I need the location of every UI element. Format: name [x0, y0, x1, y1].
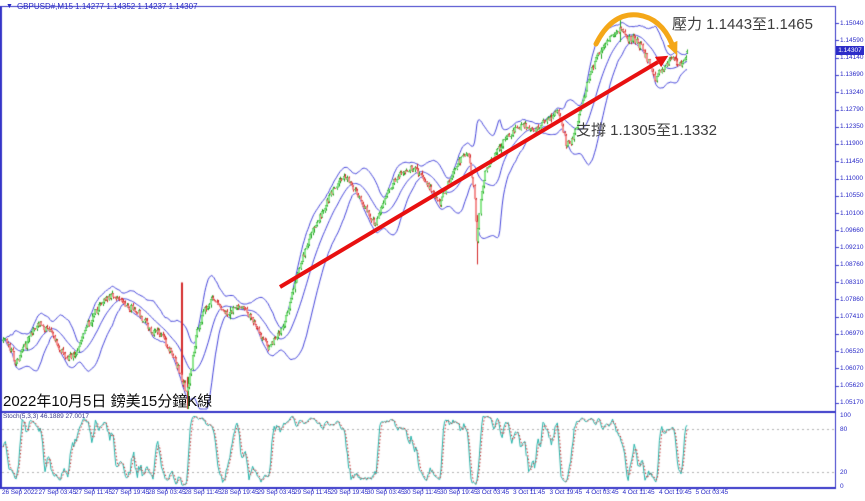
price-axis-label: 1.08760 — [840, 261, 864, 269]
time-axis-label: 30 Sep 11:45 — [403, 489, 441, 496]
time-axis-label: 27 Sep 11:45 — [75, 489, 112, 496]
time-axis-label: 4 Oct 03:45 — [586, 489, 619, 496]
price-axis-label: 1.13240 — [840, 88, 864, 96]
price-axis-label: 1.11450 — [840, 157, 864, 165]
price-axis-label: 1.06070 — [840, 364, 864, 372]
price-axis-label: 1.11900 — [840, 140, 864, 148]
price-axis-label: 1.09660 — [840, 226, 864, 234]
time-axis-label: 26 Sep 2022 — [2, 489, 38, 496]
support-annotation[interactable]: 支撐 1.1305至1.1332 — [576, 122, 717, 139]
stochastic-scale-label: 0 — [840, 483, 844, 490]
price-axis-label: 1.08310 — [840, 278, 864, 286]
price-axis-label: 1.12790 — [840, 106, 864, 114]
time-axis-label: 3 Oct 03:45 — [476, 489, 510, 496]
price-axis-label: 1.13690 — [840, 71, 864, 79]
price-axis-label: 1.05170 — [840, 399, 864, 407]
price-axis-label: 1.07410 — [840, 313, 864, 321]
price-axis-label: 1.09210 — [840, 243, 864, 251]
stochastic-indicator-label: Stoch(5,3,3) 46.1889 27.0017 — [3, 413, 90, 420]
price-axis-label: 1.05620 — [840, 382, 864, 390]
price-axis-label: 1.06970 — [840, 330, 864, 338]
time-axis-label: 30 Sep 03:45 — [367, 489, 405, 496]
time-axis-label: 30 Sep 19:45 — [440, 489, 478, 496]
price-axis-label: 1.12350 — [840, 123, 864, 131]
time-axis-label: 29 Sep 19:45 — [330, 489, 369, 496]
resistance-annotation[interactable]: 壓力 1.1443至1.1465 — [672, 16, 813, 33]
price-axis-label: 1.07860 — [840, 295, 864, 303]
stochastic-scale-label: 20 — [840, 468, 848, 476]
time-axis-label: 29 Sep 11:45 — [294, 489, 331, 496]
price-axis-label: 1.10550 — [840, 192, 864, 200]
time-axis-label: 3 Oct 19:45 — [549, 489, 583, 496]
price-axis-label: 1.11000 — [840, 175, 864, 183]
time-axis-label: 28 Sep 11:45 — [184, 489, 222, 496]
chart-title: ▼ GBPUSD#,M15 1.14277 1.14352 1.14237 1.… — [6, 2, 198, 11]
time-axis-label: 28 Sep 03:45 — [148, 489, 186, 496]
price-axis-label: 1.14140 — [840, 54, 864, 62]
chevron-down-icon[interactable]: ▼ — [6, 2, 13, 10]
symbol-ohlc-text: GBPUSD#,M15 1.14277 1.14352 1.14237 1.14… — [16, 2, 198, 11]
current-price-tag: 1.14307 — [836, 46, 864, 55]
time-axis-label: 29 Sep 03:45 — [257, 489, 296, 496]
price-axis-label: 1.10100 — [840, 209, 864, 217]
time-axis-label: 4 Oct 11:45 — [622, 489, 655, 496]
price-axis-label: 1.14590 — [840, 36, 864, 44]
stochastic-scale-label: 100 — [840, 411, 851, 419]
time-axis-label: 3 Oct 11:45 — [513, 489, 546, 496]
time-axis-label: 4 Oct 19:45 — [659, 489, 692, 496]
time-axis-label: 28 Sep 19:45 — [221, 489, 259, 496]
time-axis-label: 27 Sep 19:45 — [111, 489, 150, 496]
price-axis-label: 1.15040 — [840, 19, 864, 27]
time-axis-label: 5 Oct 03:45 — [695, 489, 729, 496]
date-caption[interactable]: 2022年10月5日 鎊美15分鐘K線 — [3, 393, 213, 410]
stochastic-scale-label: 80 — [840, 425, 848, 433]
time-axis-label: 27 Sep 03:45 — [38, 489, 77, 496]
price-axis-label: 1.06520 — [840, 347, 864, 355]
